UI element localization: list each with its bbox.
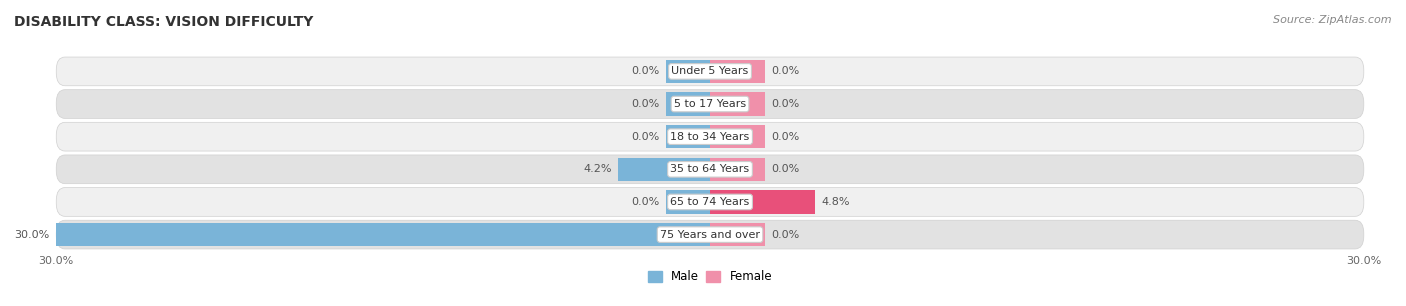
Bar [710, 92, 765, 116]
Bar [710, 190, 814, 214]
Text: 0.0%: 0.0% [770, 99, 799, 109]
FancyBboxPatch shape [56, 122, 1364, 151]
Text: Source: ZipAtlas.com: Source: ZipAtlas.com [1274, 15, 1392, 25]
Bar [56, 223, 710, 246]
Bar [619, 158, 710, 181]
FancyBboxPatch shape [56, 155, 1364, 184]
Text: 0.0%: 0.0% [631, 99, 659, 109]
Text: 0.0%: 0.0% [770, 66, 799, 76]
Text: 5 to 17 Years: 5 to 17 Years [673, 99, 747, 109]
FancyBboxPatch shape [56, 220, 1364, 249]
Text: DISABILITY CLASS: VISION DIFFICULTY: DISABILITY CLASS: VISION DIFFICULTY [14, 15, 314, 29]
Text: 0.0%: 0.0% [770, 164, 799, 174]
Text: 0.0%: 0.0% [631, 197, 659, 207]
Bar [666, 60, 710, 83]
FancyBboxPatch shape [56, 57, 1364, 86]
Bar [710, 125, 765, 148]
Text: 0.0%: 0.0% [770, 132, 799, 142]
Text: 35 to 64 Years: 35 to 64 Years [671, 164, 749, 174]
Text: 30.0%: 30.0% [14, 230, 49, 240]
Text: 4.2%: 4.2% [583, 164, 612, 174]
Bar [710, 223, 765, 246]
Text: 0.0%: 0.0% [770, 230, 799, 240]
Bar [666, 92, 710, 116]
Legend: Male, Female: Male, Female [643, 266, 778, 288]
FancyBboxPatch shape [56, 188, 1364, 216]
Text: 65 to 74 Years: 65 to 74 Years [671, 197, 749, 207]
Text: 75 Years and over: 75 Years and over [659, 230, 761, 240]
Text: 0.0%: 0.0% [631, 132, 659, 142]
Text: 18 to 34 Years: 18 to 34 Years [671, 132, 749, 142]
FancyBboxPatch shape [56, 90, 1364, 118]
Bar [710, 60, 765, 83]
Bar [666, 125, 710, 148]
Text: 4.8%: 4.8% [821, 197, 849, 207]
Text: 0.0%: 0.0% [631, 66, 659, 76]
Bar [666, 190, 710, 214]
Text: Under 5 Years: Under 5 Years [672, 66, 748, 76]
Bar [710, 158, 765, 181]
